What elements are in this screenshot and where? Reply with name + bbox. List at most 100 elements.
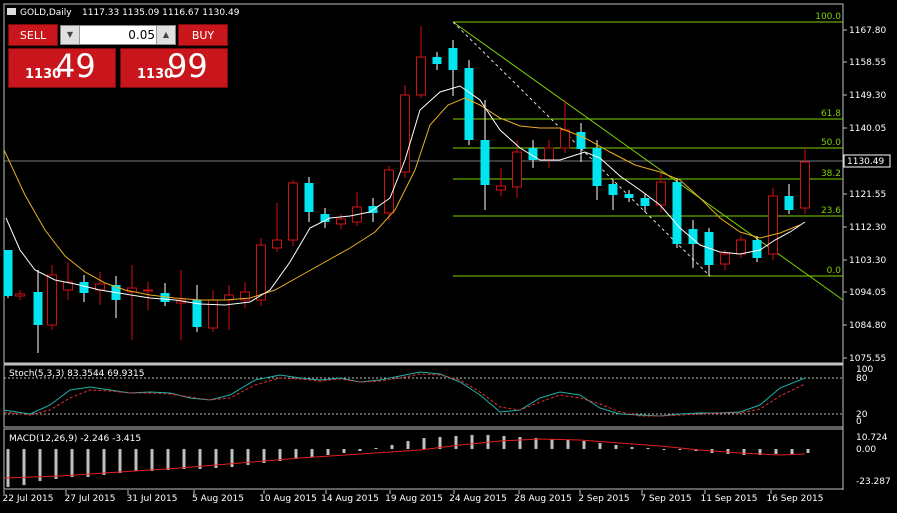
macd-histogram-bar [470,435,474,449]
date-tick-label: 5 Aug 2015 [192,494,244,504]
candle-body-bear [416,56,426,96]
candle-body-bull [592,148,602,186]
macd-histogram-bar [550,439,554,449]
candle-body-bull [432,57,442,64]
candle-body-bear [336,218,346,225]
candle-body-bear [272,239,282,249]
macd-histogram-bar [54,449,58,479]
macd-scale-label: 10.724 [856,433,888,443]
candle-body-bear [400,94,410,173]
macd-histogram-bar [262,449,266,463]
buy-price-button[interactable]: 1130 99 [120,47,228,88]
macd-histogram-bar [662,449,666,450]
price-tick-label: 1149.30 [849,91,886,101]
current-price-box [843,154,891,168]
lot-size-input[interactable] [81,26,155,44]
macd-scale-label: -23.287 [856,477,891,487]
candle-body-bull [320,214,330,222]
macd-histogram-bar [6,449,10,487]
date-tick-label: 28 Aug 2015 [514,494,572,504]
date-tick-label: 14 Aug 2015 [321,494,379,504]
triangle-up-icon[interactable]: ▲ [156,26,175,44]
candle-body-bear [720,253,730,265]
candle-body-bear [768,195,778,255]
price-tick-label: 1084.80 [849,321,886,331]
macd-histogram-bar [534,438,538,449]
date-tick-label: 22 Jul 2015 [3,494,54,504]
macd-histogram-bar [278,449,282,461]
price-tick-label: 1103.30 [849,256,886,266]
candle-body-bull [79,282,89,293]
macd-histogram-bar [102,449,106,475]
macd-histogram-bar [230,449,234,467]
macd-histogram-bar [358,449,362,451]
candle-body-bear [288,182,298,241]
candle-body-bull [3,250,13,296]
candle-body-bull [160,293,170,302]
candle-body-bull [752,240,762,258]
stoch-scale-label: 80 [856,374,868,384]
macd-histogram-bar [630,447,634,449]
buy-button[interactable]: BUY [178,24,228,46]
moving-averages [3,85,806,306]
one-click-trading-panel: SELL ▼ ▲ BUY 1130 49 1130 99 [8,24,228,88]
date-tick-label: 10 Aug 2015 [259,494,317,504]
candle-body-bear [736,239,746,255]
candle-body-bull [528,148,538,160]
macd-histogram-bar [310,449,314,457]
price-tick-label: 1112.30 [849,223,886,233]
triangle-down-icon[interactable]: ▼ [61,26,80,44]
candle-body-bull [33,292,43,325]
candle-body-bear [63,281,73,291]
buy-price-big-figure: 1130 [137,67,174,82]
candle-body-bear [15,293,25,297]
ma-fast-line [5,85,806,306]
macd-histogram-bar [118,449,122,473]
candle-body-bull [304,183,314,212]
macd-histogram-bar [726,449,730,454]
ohlc-values: 1117.33 1135.09 1116.67 1130.49 [82,8,240,18]
price-tick-label: 1121.55 [849,190,886,200]
candle-body-bear [512,151,522,188]
fibonacci-retracement[interactable]: 100.0 61.8 50.0 38.2 23.6 0.0 [453,12,843,277]
date-tick-label: 27 Jul 2015 [65,494,116,504]
price-tick-label: 1094.05 [849,288,886,298]
sell-price-button[interactable]: 1130 49 [8,47,116,88]
macd-histogram-bar [806,449,810,453]
macd-histogram-bar [774,449,778,454]
macd-histogram-bar [70,449,74,477]
fib-level-label: 0.0 [827,266,842,276]
date-tick-label: 2 Sep 2015 [578,494,629,504]
macd-histogram-bar [198,449,202,469]
candle-body-bull [480,140,490,185]
fib-level-label: 100.0 [815,12,841,22]
macd-histogram-bar [614,445,618,449]
macd-histogram-bar [294,449,298,459]
candle-body-bull [688,229,698,244]
macd-histogram-bar [246,449,250,465]
macd-histogram-bar [422,438,426,449]
sell-button[interactable]: SELL [8,24,58,46]
stoch-label: Stoch(5,3,3) 83.3544 69.9315 [9,369,144,379]
candle-body-bear [800,161,810,209]
fib-level-label: 23.6 [821,206,841,216]
stoch-scale-label: 0 [856,417,862,427]
candle-body-bear [544,147,554,161]
candle-body-bull [576,132,586,149]
stoch-scale-label: 100 [856,365,873,375]
macd-histogram-bar [150,449,154,471]
candle-body-bear [384,169,394,214]
sell-price-pips: 49 [55,47,96,85]
macd-histogram-bar [598,443,602,449]
price-tick-label: 1158.55 [849,58,886,68]
candle-body-bull [784,196,794,210]
macd-histogram-bar [182,449,186,469]
macd-histogram-bar [374,448,378,449]
chart-title: GOLD,Daily [20,8,72,18]
date-tick-label: 19 Aug 2015 [385,494,443,504]
price-tick-label: 1140.05 [849,124,886,134]
date-tick-label: 11 Sep 2015 [700,494,757,504]
candle-body-bear [47,274,57,326]
